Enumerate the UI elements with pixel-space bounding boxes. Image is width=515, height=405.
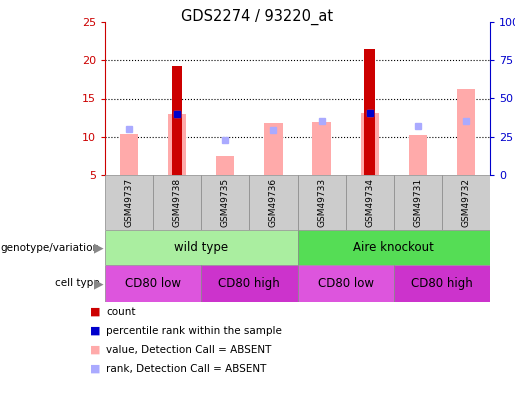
Bar <box>442 175 490 230</box>
Text: genotype/variation: genotype/variation <box>1 243 100 252</box>
Bar <box>105 265 201 302</box>
Text: wild type: wild type <box>174 241 228 254</box>
Bar <box>249 175 298 230</box>
Bar <box>153 175 201 230</box>
Text: GSM49734: GSM49734 <box>365 178 374 227</box>
Bar <box>346 175 394 230</box>
Text: GSM49736: GSM49736 <box>269 178 278 227</box>
Bar <box>264 123 283 175</box>
Bar <box>394 175 442 230</box>
Text: CD80 high: CD80 high <box>218 277 280 290</box>
Text: Aire knockout: Aire knockout <box>353 241 434 254</box>
Bar <box>313 122 331 175</box>
Text: percentile rank within the sample: percentile rank within the sample <box>107 326 282 336</box>
Bar <box>172 66 182 175</box>
Text: ■: ■ <box>90 307 100 317</box>
Text: ■: ■ <box>90 345 100 355</box>
Text: GSM49732: GSM49732 <box>461 178 470 227</box>
Bar <box>120 134 138 175</box>
Bar <box>298 265 394 302</box>
Text: GSM49738: GSM49738 <box>173 178 182 227</box>
Bar <box>168 114 186 175</box>
Text: ▶: ▶ <box>94 241 104 254</box>
Text: CD80 low: CD80 low <box>318 277 373 290</box>
Bar <box>298 175 346 230</box>
Text: GSM49733: GSM49733 <box>317 178 326 227</box>
Bar <box>457 89 475 175</box>
Text: GSM49731: GSM49731 <box>414 178 422 227</box>
Bar <box>105 175 153 230</box>
Text: value, Detection Call = ABSENT: value, Detection Call = ABSENT <box>107 345 272 355</box>
Bar <box>201 175 249 230</box>
Text: cell type: cell type <box>55 279 100 288</box>
Bar <box>409 135 427 175</box>
Text: ■: ■ <box>90 326 100 336</box>
Bar <box>365 49 375 175</box>
Bar <box>201 265 298 302</box>
Text: rank, Detection Call = ABSENT: rank, Detection Call = ABSENT <box>107 364 267 374</box>
Text: ▶: ▶ <box>94 277 104 290</box>
Text: ■: ■ <box>90 364 100 374</box>
Text: GSM49735: GSM49735 <box>221 178 230 227</box>
Bar <box>105 230 298 265</box>
Bar <box>394 265 490 302</box>
Text: CD80 high: CD80 high <box>411 277 473 290</box>
Text: CD80 low: CD80 low <box>125 277 181 290</box>
Text: GSM49737: GSM49737 <box>125 178 133 227</box>
Bar <box>298 230 490 265</box>
Bar <box>360 113 379 175</box>
Text: GDS2274 / 93220_at: GDS2274 / 93220_at <box>181 9 334 25</box>
Text: count: count <box>107 307 136 317</box>
Bar <box>216 156 234 175</box>
